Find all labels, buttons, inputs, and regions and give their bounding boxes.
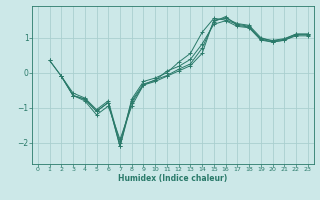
X-axis label: Humidex (Indice chaleur): Humidex (Indice chaleur)	[118, 174, 228, 183]
